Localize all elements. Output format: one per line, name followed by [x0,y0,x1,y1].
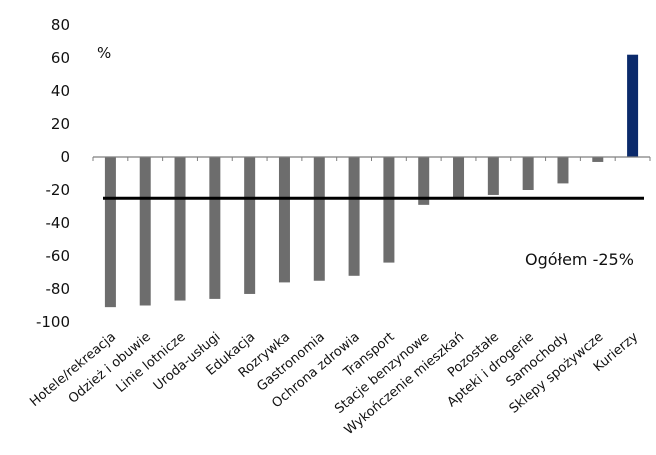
bar [592,157,604,162]
y-tick-label: 20 [51,115,70,133]
bar [453,157,465,199]
bar [522,157,534,190]
y-axis: -100 -80 -60 -40 -20 0 20 40 60 80 [36,16,70,331]
bar [209,157,221,299]
x-axis [92,156,651,161]
bar [487,157,499,195]
y-tick-label: -20 [46,181,71,199]
reference-line-label: Ogółem -25% [525,250,634,269]
bars [104,54,639,308]
y-tick-label: 80 [51,16,70,34]
y-tick-label: 60 [51,49,70,67]
bar [627,54,639,158]
bar [244,157,256,294]
y-tick-label: -60 [46,247,71,265]
bar [313,157,325,281]
unit-label: % [97,44,111,62]
bar [139,157,151,306]
y-tick-label: -40 [46,214,71,232]
bar [418,157,430,205]
bar [174,157,186,301]
y-tick-label: -100 [36,313,70,331]
bar [348,157,360,276]
y-tick-label: 40 [51,82,70,100]
y-tick-label: 0 [60,148,70,166]
y-tick-label: -80 [46,280,71,298]
bar [557,157,569,184]
bar [104,157,116,308]
bar [278,157,290,283]
bar [383,157,395,263]
